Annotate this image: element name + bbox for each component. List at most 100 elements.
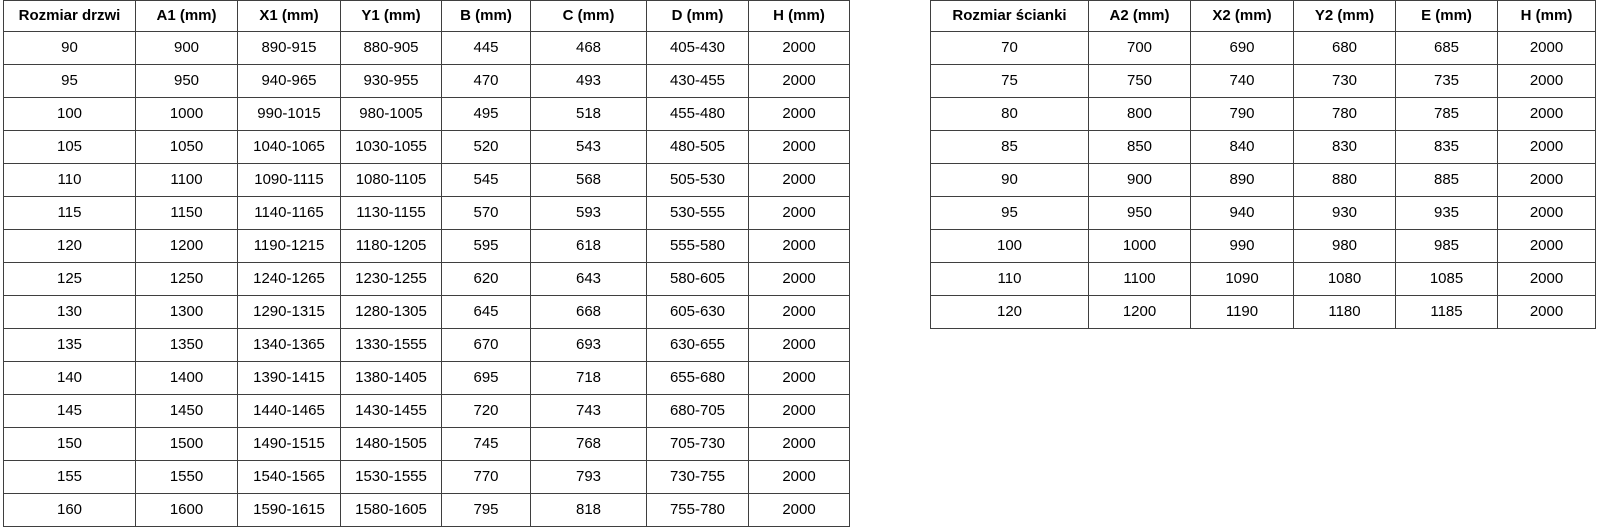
- doors-cell-r5-c2: 1140-1165: [237, 196, 341, 230]
- doors-cell-r12-c3: 1480-1505: [340, 427, 442, 461]
- table-row: 115 1150 1140-1165 1130-1155 570 593 530-555 20…: [3, 196, 850, 230]
- doors-cell-r6-c3: 1180-1205: [340, 229, 442, 263]
- walls-cell-r4-c2: 890: [1190, 163, 1294, 197]
- doors-cell-r5-c6: 530-555: [646, 196, 749, 230]
- doors-cell-r8-c3: 1280-1305: [340, 295, 442, 329]
- table-row: 80 800 790 780 785 2000: [930, 97, 1596, 131]
- walls-column-header-2: X2 (mm): [1190, 0, 1294, 32]
- doors-cell-r10-c7: 2000: [748, 361, 850, 395]
- doors-cell-r10-c1: 1400: [135, 361, 238, 395]
- doors-cell-r6-c6: 555-580: [646, 229, 749, 263]
- walls-cell-r3-c2: 840: [1190, 130, 1294, 164]
- doors-cell-r2-c3: 980-1005: [340, 97, 442, 131]
- doors-cell-r3-c5: 543: [530, 130, 647, 164]
- doors-cell-r6-c1: 1200: [135, 229, 238, 263]
- walls-cell-r5-c1: 950: [1088, 196, 1191, 230]
- doors-cell-r10-c3: 1380-1405: [340, 361, 442, 395]
- walls-cell-r7-c4: 1085: [1395, 262, 1498, 296]
- doors-cell-r9-c6: 630-655: [646, 328, 749, 362]
- walls-cell-r6-c5: 2000: [1497, 229, 1596, 263]
- doors-cell-r3-c7: 2000: [748, 130, 850, 164]
- doors-column-header-0: Rozmiar drzwi: [3, 0, 136, 32]
- table-row: 120 1200 1190 1180 1185 2000: [930, 295, 1596, 329]
- table-row: 85 850 840 830 835 2000: [930, 130, 1596, 164]
- doors-cell-r1-c4: 470: [441, 64, 531, 98]
- doors-cell-r14-c2: 1590-1615: [237, 493, 341, 527]
- doors-cell-r2-c0: 100: [3, 97, 136, 131]
- walls-cell-r3-c3: 830: [1293, 130, 1396, 164]
- walls-cell-r6-c0: 100: [930, 229, 1089, 263]
- doors-cell-r3-c0: 105: [3, 130, 136, 164]
- table-row: 105 1050 1040-1065 1030-1055 520 543 480-505 20…: [3, 130, 850, 164]
- doors-cell-r4-c7: 2000: [748, 163, 850, 197]
- doors-cell-r13-c6: 730-755: [646, 460, 749, 494]
- walls-column-header-0: Rozmiar ścianki: [930, 0, 1089, 32]
- doors-cell-r10-c2: 1390-1415: [237, 361, 341, 395]
- doors-cell-r7-c2: 1240-1265: [237, 262, 341, 296]
- walls-cell-r5-c0: 95: [930, 196, 1089, 230]
- doors-cell-r12-c5: 768: [530, 427, 647, 461]
- doors-cell-r0-c1: 900: [135, 31, 238, 65]
- walls-cell-r4-c0: 90: [930, 163, 1089, 197]
- walls-cell-r2-c0: 80: [930, 97, 1089, 131]
- walls-cell-r1-c1: 750: [1088, 64, 1191, 98]
- table-row: 90 900 890 880 885 2000: [930, 163, 1596, 197]
- doors-dimension-table: Rozmiar drzwi A1 (mm) X1 (mm) Y1 (mm) B (mm)…: [3, 0, 850, 527]
- table-row: 90 900 890-915 880-905 445 468 405-430 2000: [3, 31, 850, 65]
- doors-cell-r13-c4: 770: [441, 460, 531, 494]
- doors-table-body: 90 900 890-915 880-905 445 468 405-430 2000 95 95…: [3, 31, 850, 527]
- walls-cell-r7-c1: 1100: [1088, 262, 1191, 296]
- doors-cell-r5-c4: 570: [441, 196, 531, 230]
- table-row: 95 950 940-965 930-955 470 493 430-455 2000: [3, 64, 850, 98]
- walls-cell-r3-c0: 85: [930, 130, 1089, 164]
- table-row: 160 1600 1590-1615 1580-1605 795 818 755-780 20…: [3, 493, 850, 527]
- walls-cell-r2-c5: 2000: [1497, 97, 1596, 131]
- walls-cell-r0-c0: 70: [930, 31, 1089, 65]
- table-row: 110 1100 1090 1080 1085 2000: [930, 262, 1596, 296]
- walls-cell-r7-c3: 1080: [1293, 262, 1396, 296]
- doors-column-header-5: C (mm): [530, 0, 647, 32]
- doors-cell-r14-c4: 795: [441, 493, 531, 527]
- doors-column-header-4: B (mm): [441, 0, 531, 32]
- doors-cell-r7-c3: 1230-1255: [340, 262, 442, 296]
- doors-cell-r14-c3: 1580-1605: [340, 493, 442, 527]
- doors-cell-r9-c4: 670: [441, 328, 531, 362]
- doors-cell-r5-c5: 593: [530, 196, 647, 230]
- doors-cell-r4-c0: 110: [3, 163, 136, 197]
- walls-cell-r2-c2: 790: [1190, 97, 1294, 131]
- doors-cell-r13-c0: 155: [3, 460, 136, 494]
- doors-cell-r14-c0: 160: [3, 493, 136, 527]
- doors-cell-r6-c5: 618: [530, 229, 647, 263]
- table-row: 130 1300 1290-1315 1280-1305 645 668 605-630 20…: [3, 295, 850, 329]
- doors-cell-r11-c0: 145: [3, 394, 136, 428]
- walls-cell-r0-c3: 680: [1293, 31, 1396, 65]
- doors-cell-r7-c5: 643: [530, 262, 647, 296]
- doors-column-header-1: A1 (mm): [135, 0, 238, 32]
- doors-cell-r1-c3: 930-955: [340, 64, 442, 98]
- doors-cell-r5-c3: 1130-1155: [340, 196, 442, 230]
- walls-table-head: Rozmiar ścianki A2 (mm) X2 (mm) Y2 (mm) E (m…: [930, 0, 1596, 32]
- walls-cell-r7-c5: 2000: [1497, 262, 1596, 296]
- doors-cell-r1-c2: 940-965: [237, 64, 341, 98]
- doors-cell-r0-c7: 2000: [748, 31, 850, 65]
- doors-cell-r4-c2: 1090-1115: [237, 163, 341, 197]
- walls-cell-r1-c0: 75: [930, 64, 1089, 98]
- walls-cell-r4-c3: 880: [1293, 163, 1396, 197]
- doors-cell-r8-c7: 2000: [748, 295, 850, 329]
- doors-cell-r12-c1: 1500: [135, 427, 238, 461]
- walls-cell-r6-c1: 1000: [1088, 229, 1191, 263]
- doors-cell-r13-c2: 1540-1565: [237, 460, 341, 494]
- doors-cell-r7-c4: 620: [441, 262, 531, 296]
- walls-cell-r8-c1: 1200: [1088, 295, 1191, 329]
- walls-cell-r2-c4: 785: [1395, 97, 1498, 131]
- doors-cell-r4-c6: 505-530: [646, 163, 749, 197]
- doors-cell-r12-c6: 705-730: [646, 427, 749, 461]
- doors-cell-r8-c5: 668: [530, 295, 647, 329]
- doors-cell-r11-c6: 680-705: [646, 394, 749, 428]
- doors-cell-r2-c2: 990-1015: [237, 97, 341, 131]
- doors-cell-r12-c0: 150: [3, 427, 136, 461]
- table-row: 135 1350 1340-1365 1330-1555 670 693 630-655 20…: [3, 328, 850, 362]
- walls-cell-r3-c5: 2000: [1497, 130, 1596, 164]
- doors-cell-r1-c6: 430-455: [646, 64, 749, 98]
- doors-cell-r1-c0: 95: [3, 64, 136, 98]
